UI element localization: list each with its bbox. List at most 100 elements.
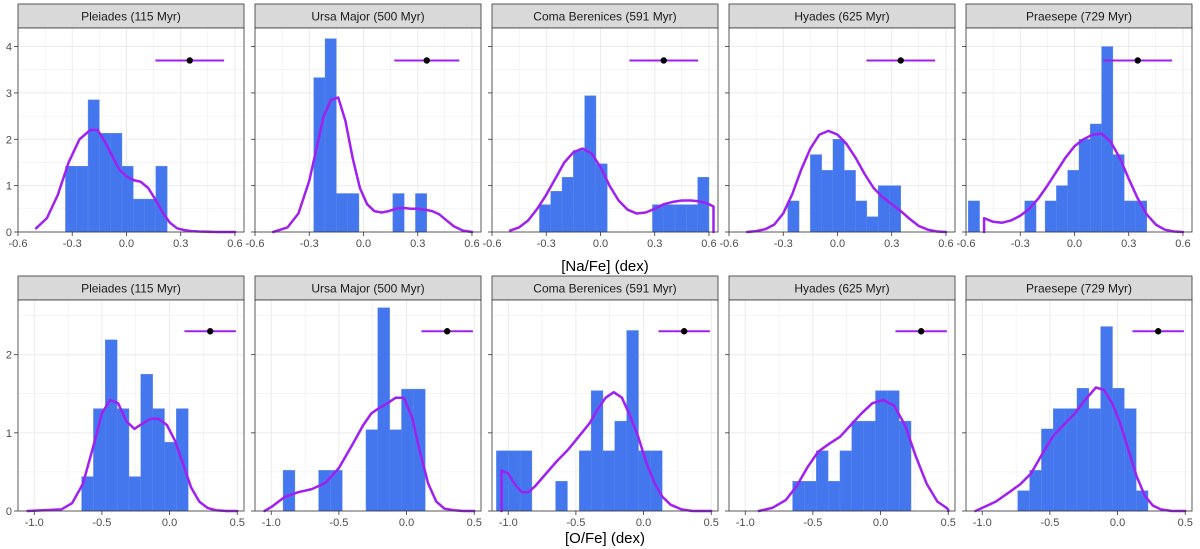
histogram-bar — [282, 470, 296, 512]
plot-background — [18, 300, 244, 511]
density-curve — [271, 96, 474, 234]
x-tick-label: 0.3 — [410, 238, 425, 250]
panel-border — [491, 27, 719, 233]
histogram-bar — [1029, 470, 1042, 512]
histogram-bar — [614, 420, 627, 512]
x-tick-label: 0.6 — [701, 238, 716, 250]
x-tick-label: 0.0 — [1110, 517, 1125, 529]
histogram-bar — [1078, 139, 1091, 233]
x-axis-title: [Na/Fe] (dex) — [561, 258, 649, 275]
facet-title: Hyades (625 Myr) — [794, 282, 889, 296]
histogram-bar — [65, 165, 77, 233]
histogram-bar — [519, 450, 533, 512]
histogram-bar — [116, 408, 130, 512]
facet-panel: Hyades (625 Myr) -1.0 -0.5 0.0 0.5 — [725, 275, 956, 529]
histogram — [65, 99, 168, 233]
histogram-bar — [863, 420, 876, 512]
density-curve — [745, 129, 948, 234]
histogram-bar — [87, 99, 100, 233]
histogram-bar — [1123, 200, 1136, 233]
histogram-bar — [584, 95, 597, 233]
histogram-bar — [1064, 408, 1078, 512]
typical-error-point — [917, 328, 925, 335]
x-tick-label: -0.3 — [1011, 238, 1030, 250]
histogram-bar — [1100, 326, 1113, 512]
x-tick-label: 0.0 — [356, 238, 371, 250]
histogram-bar — [539, 204, 551, 233]
facet-panel: Ursa Major (500 Myr) -1.0 -0.5 0.0 0.5 — [251, 275, 482, 529]
panel-border — [17, 299, 245, 512]
x-tick-label: 0.3 — [884, 238, 899, 250]
histogram-bar — [686, 204, 698, 233]
x-axis-title: [O/Fe] (dex) — [565, 530, 645, 547]
x-tick-label: 0.5 — [941, 517, 956, 529]
x-tick-label: -0.6 — [9, 238, 28, 250]
facet-title: Praesepe (729 Myr) — [1026, 282, 1132, 296]
facet-panel: Praesepe (729 Myr) -1.0 -0.5 0.0 0.5 — [962, 275, 1193, 529]
density-curve — [757, 398, 950, 513]
histogram-bar — [855, 200, 868, 233]
density-curve — [26, 398, 239, 513]
facet-strip — [728, 275, 956, 301]
panel-border — [728, 27, 956, 233]
facet-strip — [254, 275, 482, 301]
histogram-bar — [1090, 123, 1102, 233]
facet-panel: Pleiades (115 Myr) -0.6 -0.3 0.0 0.3 0.6 0 1 2 3 4 — [6, 3, 245, 250]
grid-minor — [18, 300, 244, 511]
histogram-bar — [561, 177, 574, 233]
histogram-bar — [155, 165, 168, 233]
y-tick-label: 1 — [6, 428, 12, 440]
x-tick-label: -0.5 — [566, 517, 585, 529]
facet-title: Ursa Major (500 Myr) — [311, 10, 424, 24]
histogram-bar — [1067, 170, 1080, 233]
histogram-bar — [887, 390, 900, 512]
x-tick-label: 0.0 — [593, 238, 608, 250]
facet-panel: Hyades (625 Myr) -0.6 -0.3 0.0 0.3 0.6 — [720, 3, 956, 250]
x-tick-label: -1.0 — [25, 517, 44, 529]
x-tick-label: 0.6 — [227, 238, 242, 250]
typical-error-point — [680, 328, 688, 335]
histogram-bar — [550, 190, 563, 233]
typical-error-point — [186, 57, 193, 64]
histogram-bar — [832, 139, 845, 233]
typical-error-point — [660, 57, 667, 64]
histogram-bar — [650, 450, 663, 512]
histogram-bar — [105, 339, 118, 512]
histogram-bar — [133, 198, 145, 233]
x-tick-label: -0.6 — [483, 238, 502, 250]
histogram-bar — [318, 470, 331, 512]
x-tick-label: 0.0 — [162, 517, 177, 529]
facet-title: Coma Berenices (591 Myr) — [533, 10, 676, 24]
x-tick-label: 0.6 — [464, 238, 479, 250]
histogram-bar — [602, 450, 616, 512]
facet-strip — [728, 3, 956, 29]
x-tick-label: -1.0 — [262, 517, 281, 529]
panel-border — [254, 299, 482, 512]
histogram-bar — [336, 193, 348, 233]
histogram-bar — [1017, 490, 1030, 512]
histogram-bar — [377, 307, 390, 512]
facet-strip — [491, 3, 719, 29]
panel-border — [965, 27, 1193, 233]
x-tick-label: -1.0 — [499, 517, 518, 529]
x-tick-label: 0.6 — [938, 238, 953, 250]
histogram-bar — [674, 204, 687, 233]
x-tick-label: 0.3 — [1121, 238, 1136, 250]
histogram-bar — [128, 476, 142, 512]
histogram-bar — [555, 481, 568, 512]
density-curve — [974, 386, 1187, 513]
facet-title: Hyades (625 Myr) — [794, 10, 889, 24]
histogram-bar — [595, 163, 608, 233]
histogram-bar — [1044, 200, 1057, 233]
x-tick-label: -0.6 — [957, 238, 976, 250]
histogram-bar — [810, 154, 822, 233]
x-tick-label: -0.3 — [300, 238, 319, 250]
facet-title: Pleiades (115 Myr) — [81, 10, 181, 24]
histogram-bar — [1135, 490, 1149, 512]
x-tick-label: -0.5 — [329, 517, 348, 529]
histogram-bar — [389, 429, 402, 512]
typical-error-point — [423, 57, 430, 64]
histogram-bar — [827, 481, 841, 512]
x-tick-label: -0.5 — [1040, 517, 1059, 529]
